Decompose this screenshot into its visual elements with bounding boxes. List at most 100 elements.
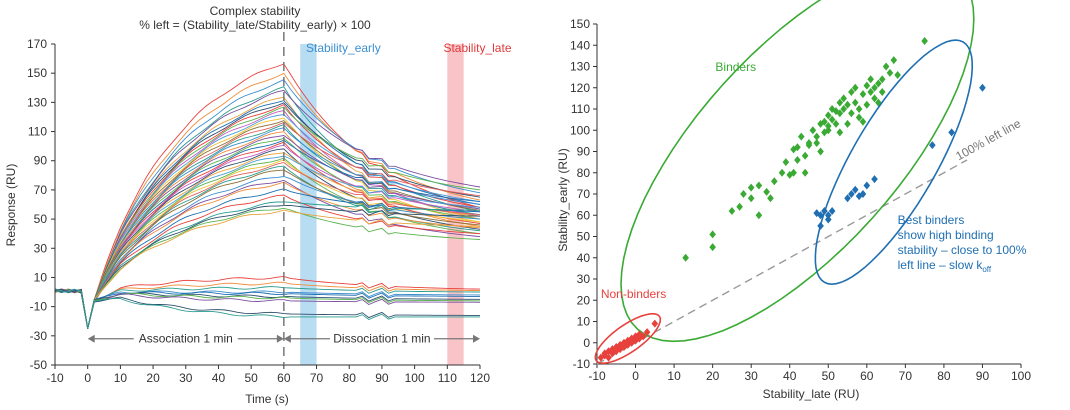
- x-tick-label: 80: [343, 371, 357, 385]
- chart-subtitle: % left = (Stability_late/Stability_early…: [139, 18, 371, 32]
- data-point: [809, 126, 817, 135]
- window-band-2: [447, 44, 464, 365]
- y-tick-label: 0: [583, 336, 590, 350]
- y-tick-label: 60: [577, 208, 591, 222]
- group-label-binders: Binders: [715, 60, 756, 74]
- data-point: [632, 336, 639, 345]
- y-tick-label: 80: [577, 166, 591, 180]
- data-point: [821, 117, 828, 126]
- series-line-43: [54, 286, 480, 329]
- data-point: [878, 75, 886, 84]
- y-tick-label: 120: [570, 81, 590, 95]
- series-line-34: [54, 181, 481, 329]
- data-point: [836, 128, 844, 137]
- y-tick-label: 90: [34, 154, 48, 168]
- data-point: [863, 181, 871, 190]
- data-point: [948, 128, 955, 137]
- x-tick-label: 0: [84, 371, 91, 385]
- data-point: [824, 122, 832, 130]
- y-tick-label: 10: [577, 315, 591, 329]
- y-axis-label: Stability_early (RU): [556, 148, 570, 251]
- data-point: [824, 111, 832, 120]
- group-label-best-binders-line-3: stability – close to 100%: [898, 243, 1027, 257]
- series-line-44: [54, 288, 481, 329]
- y-tick-label: 130: [27, 95, 47, 109]
- x-tick-label: 90: [375, 371, 389, 385]
- data-point: [851, 83, 859, 92]
- y-tick-label: -10: [30, 300, 48, 314]
- y-tick-label: 140: [570, 38, 590, 52]
- data-point: [767, 194, 774, 203]
- y-tick-label: 110: [571, 102, 590, 116]
- group-ellipse-binders: [620, 0, 975, 343]
- data-point: [801, 168, 809, 177]
- series-line-41: [54, 275, 481, 329]
- group-label-non-binders: Non-binders: [601, 287, 666, 301]
- y-tick-label: 50: [577, 230, 591, 244]
- data-point: [612, 347, 620, 356]
- x-tick-label: 60: [860, 369, 874, 383]
- data-point: [882, 62, 890, 71]
- data-point: [890, 56, 898, 65]
- chart-title: Complex stability: [210, 4, 301, 18]
- data-point: [851, 98, 859, 107]
- y-tick-label: 40: [577, 251, 591, 265]
- y-tick-label: 90: [577, 145, 591, 159]
- y-tick-label: 130: [570, 60, 590, 74]
- data-point: [740, 190, 747, 198]
- group-label-best-binders-line-1: Best binders: [898, 213, 965, 227]
- data-point: [794, 143, 801, 152]
- data-point: [863, 81, 871, 90]
- data-point: [824, 215, 832, 224]
- series-line-35: [54, 188, 481, 329]
- y-tick-label: 110: [28, 125, 47, 139]
- data-point: [832, 119, 840, 128]
- y-tick-label: 150: [570, 17, 590, 31]
- data-point: [747, 194, 755, 203]
- data-point: [855, 105, 863, 113]
- phase-arrowhead-right: [276, 334, 284, 343]
- data-point: [651, 319, 659, 328]
- x-tick-label: 120: [470, 371, 490, 385]
- data-point: [886, 68, 894, 77]
- x-tick-label: 50: [822, 369, 836, 383]
- data-point: [817, 147, 824, 156]
- phase-label-bg: [329, 330, 434, 347]
- right-axes: -10 0 10 20 30 40 50 60 70 80 90 100 -10 0 10 20 30 40 50 6…: [570, 17, 1031, 383]
- x-tick-label: 80: [937, 369, 951, 383]
- x-tick-label: 100: [405, 371, 425, 385]
- data-point: [848, 109, 855, 118]
- data-point: [840, 94, 847, 103]
- phase-label-bg: [133, 330, 238, 347]
- series-line-31: [54, 169, 481, 329]
- phase-annotations: Association 1 min Dissociation 1 min: [87, 330, 480, 347]
- data-point: [859, 90, 867, 99]
- data-point: [801, 151, 809, 160]
- x-tick-label: -10: [588, 369, 606, 383]
- x-tick-label: 70: [899, 369, 913, 383]
- phase-label-2: Dissociation 1 min: [333, 332, 430, 346]
- y-tick-label: 30: [34, 241, 48, 255]
- phase-arrowhead-right: [473, 334, 480, 343]
- data-point: [867, 75, 874, 84]
- data-point: [821, 207, 828, 215]
- data-point: [747, 183, 755, 192]
- series-line-18: [54, 131, 481, 329]
- window-label-1: Stability_early: [306, 41, 381, 55]
- data-point: [871, 175, 878, 184]
- x-tick-label: 40: [783, 369, 797, 383]
- data-point: [817, 119, 824, 128]
- x-tick-label: 90: [976, 369, 990, 383]
- data-point: [871, 83, 878, 92]
- series-line-25: [54, 152, 481, 329]
- data-point: [636, 330, 643, 339]
- x-tick-label: 10: [114, 371, 128, 385]
- series-line-3: [54, 79, 481, 329]
- data-point: [875, 79, 882, 88]
- series-line-13: [54, 117, 481, 329]
- x-tick-label: 30: [179, 371, 193, 385]
- left-axes: -10 0 10 20 30 40 50 60 70 80 90 100 110 120 -50 -30 -10…: [27, 32, 490, 385]
- data-point: [979, 83, 986, 92]
- y-tick-label: -30: [30, 329, 48, 343]
